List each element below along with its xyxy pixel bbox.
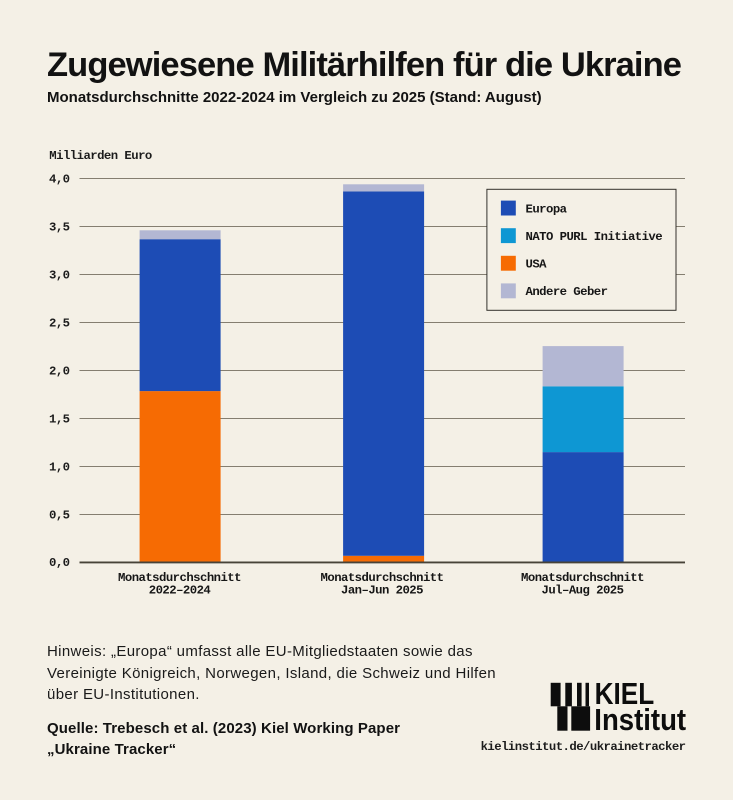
svg-text:1,5: 1,5 bbox=[49, 412, 70, 426]
svg-text:Monatsdurchschnitt: Monatsdurchschnitt bbox=[321, 571, 444, 585]
svg-text:Monatsdurchschnitt: Monatsdurchschnitt bbox=[118, 571, 241, 585]
svg-text:USA: USA bbox=[526, 258, 548, 272]
svg-text:3,5: 3,5 bbox=[49, 221, 70, 235]
svg-text:KIEL: KIEL bbox=[595, 676, 655, 711]
svg-text:2022–2024: 2022–2024 bbox=[149, 584, 212, 598]
svg-text:4,0: 4,0 bbox=[49, 173, 70, 187]
svg-text:2,5: 2,5 bbox=[49, 316, 70, 330]
svg-text:Jul–Aug 2025: Jul–Aug 2025 bbox=[542, 584, 624, 598]
svg-text:Institut: Institut bbox=[594, 702, 686, 737]
svg-text:NATO PURL Initiative: NATO PURL Initiative bbox=[526, 230, 663, 244]
svg-text:0,0: 0,0 bbox=[49, 556, 70, 570]
svg-text:Monatsdurchschnitt: Monatsdurchschnitt bbox=[521, 571, 644, 585]
svg-text:Jan–Jun 2025: Jan–Jun 2025 bbox=[341, 584, 423, 598]
svg-text:0,5: 0,5 bbox=[49, 508, 70, 522]
svg-text:Europa: Europa bbox=[526, 202, 568, 216]
svg-text:Andere Geber: Andere Geber bbox=[526, 285, 608, 299]
svg-text:3,0: 3,0 bbox=[49, 269, 70, 283]
svg-text:1,0: 1,0 bbox=[49, 460, 70, 474]
svg-text:2,0: 2,0 bbox=[49, 364, 70, 378]
